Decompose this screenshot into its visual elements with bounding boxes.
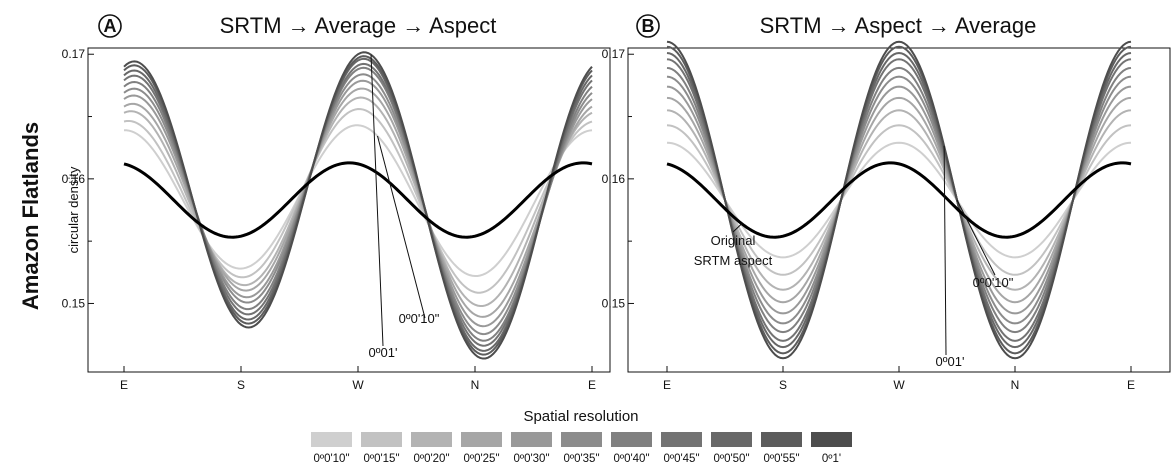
panel-b-series-line [667, 77, 1131, 324]
panel-b-badge: B [637, 15, 659, 37]
row-label: Amazon Flatlands [18, 122, 43, 310]
panel-b-series-line [667, 42, 1131, 359]
legend-swatch [511, 432, 552, 447]
panel-b-x-tick-label: N [1011, 378, 1020, 392]
panel-b-y-tick-label: 0.16 [602, 172, 626, 186]
legend-swatch-label: 0º0'30" [513, 453, 549, 465]
legend-swatch-label: 0º0'55" [763, 453, 799, 465]
panel-a-x-tick-label: E [120, 378, 128, 392]
panel-b-x-tick-label: W [893, 378, 905, 392]
panel-a-annotation-label: 0º01' [369, 345, 398, 360]
panel-a-plot: 0.17 0.16 0.15 E S W N E 0º0'10" 0º01' [62, 47, 596, 392]
legend-swatch-label: 0º0'15" [363, 453, 399, 465]
legend-swatch-label: 0º0'25" [463, 453, 499, 465]
panel-a-badge-letter: A [104, 16, 117, 36]
panel-b-annotation-label: SRTM aspect [694, 253, 773, 268]
legend-swatch-label: 0º1' [822, 453, 841, 465]
panel-a: A SRTM → Average → Aspect circular densi… [62, 13, 610, 392]
panel-b-annotation-label: 0º01' [936, 354, 965, 369]
panel-b-x-tick-label: S [779, 378, 787, 392]
legend-swatch [561, 432, 602, 447]
panel-b-y-tick-label: 0.17 [602, 47, 626, 61]
legend-swatch [361, 432, 402, 447]
panel-a-title: SRTM → Average → Aspect [220, 13, 497, 38]
legend-title: Spatial resolution [523, 408, 638, 425]
panel-b-x-tick-label: E [663, 378, 671, 392]
panel-a-annotation-label: 0º0'10" [399, 311, 440, 326]
legend-swatch-label: 0º0'40" [613, 453, 649, 465]
legend-swatch [761, 432, 802, 447]
panel-b-annotation-label: Original [711, 233, 756, 248]
panel-b-plot: 0.17 0.16 0.15 E S W N E 0º0'10" 0º01' Original SRT… [602, 42, 1135, 392]
panel-a-annotation-leader [378, 136, 426, 318]
panel-b-annotation-label: 0º0'10" [973, 275, 1014, 290]
panel-b-series-line [667, 59, 1131, 341]
legend-items: 0º0'10" 0º0'15" 0º0'20" 0º0'25" 0º0'30" 0º0'3… [311, 432, 852, 465]
legend-swatch-label: 0º0'10" [313, 453, 349, 465]
legend-swatch-label: 0º0'20" [413, 453, 449, 465]
panel-a-x-tick-label: S [237, 378, 245, 392]
panel-a-x-tick-label: W [352, 378, 364, 392]
panel-b-series-line [667, 68, 1131, 332]
legend-swatch [711, 432, 752, 447]
panel-b-series-line [667, 87, 1131, 314]
panel-a-y-tick-label: 0.15 [62, 296, 86, 310]
legend-swatch-label: 0º0'45" [663, 453, 699, 465]
legend-swatch [311, 432, 352, 447]
legend-swatch [661, 432, 702, 447]
panel-a-x-tick-label: N [471, 378, 480, 392]
legend: Spatial resolution 0º0'10" 0º0'15" 0º0'20"… [311, 408, 852, 465]
panel-a-badge: A [99, 15, 121, 37]
panel-b-y-tick-label: 0.15 [602, 296, 626, 310]
panel-b-series-line [667, 47, 1131, 354]
legend-swatch [611, 432, 652, 447]
panel-b-x-tick-label: E [1127, 378, 1135, 392]
panel-a-x-tick-label: E [588, 378, 596, 392]
legend-swatch [411, 432, 452, 447]
panel-a-y-tick-label: 0.16 [62, 172, 86, 186]
legend-swatch [461, 432, 502, 447]
panel-b-badge-letter: B [642, 16, 655, 36]
panel-b-plot-frame [628, 48, 1170, 372]
panel-a-y-tick-label: 0.17 [62, 47, 86, 61]
legend-swatch [811, 432, 852, 447]
panel-b: B SRTM → Aspect → Average 0.17 0.16 0.15 E S… [602, 13, 1170, 392]
panel-b-series-line [667, 98, 1131, 302]
legend-swatch-label: 0º0'50" [713, 453, 749, 465]
panel-b-title: SRTM → Aspect → Average [760, 13, 1037, 38]
legend-swatch-label: 0º0'35" [563, 453, 599, 465]
